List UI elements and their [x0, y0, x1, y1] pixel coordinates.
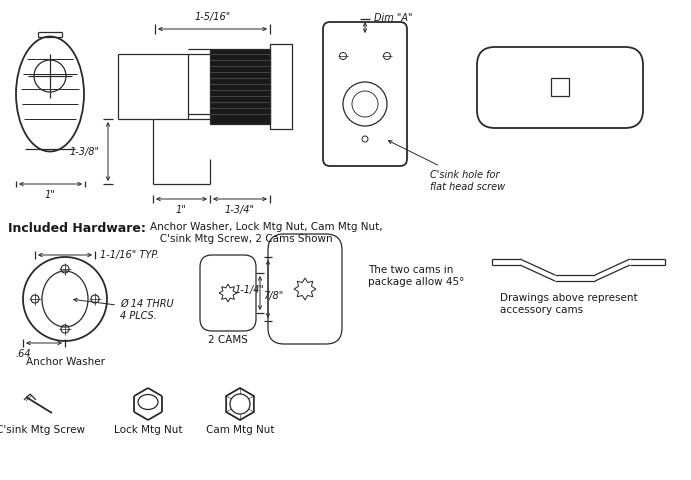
- Text: 1-1/4": 1-1/4": [235, 285, 265, 294]
- Text: Lock Mtg Nut: Lock Mtg Nut: [114, 424, 182, 434]
- Text: Anchor Washer, Lock Mtg Nut, Cam Mtg Nut,
   C'sink Mtg Screw, 2 Cams Shown: Anchor Washer, Lock Mtg Nut, Cam Mtg Nut…: [150, 222, 383, 243]
- Text: .64: .64: [15, 348, 30, 358]
- Text: The two cams in
package allow 45°: The two cams in package allow 45°: [368, 264, 464, 286]
- Text: 7/8": 7/8": [263, 290, 283, 300]
- Bar: [551, 79, 569, 97]
- Bar: [210, 50, 270, 125]
- Text: 1-3/4": 1-3/4": [225, 204, 255, 215]
- Text: C'sink Mtg Screw: C'sink Mtg Screw: [0, 424, 84, 434]
- Text: 1": 1": [45, 190, 55, 200]
- Text: Drawings above represent
accessory cams: Drawings above represent accessory cams: [500, 292, 638, 314]
- Text: 1": 1": [176, 204, 187, 215]
- Text: 1-1/16" TYP.: 1-1/16" TYP.: [100, 250, 159, 260]
- Text: Included Hardware:: Included Hardware:: [8, 222, 146, 235]
- Text: Anchor Washer: Anchor Washer: [26, 356, 104, 366]
- Text: 1-5/16": 1-5/16": [195, 12, 231, 22]
- Text: C'sink hole for
flat head screw: C'sink hole for flat head screw: [388, 142, 505, 191]
- Text: 2 CAMS: 2 CAMS: [208, 334, 248, 344]
- Text: Ø 14 THRU
4 PLCS.: Ø 14 THRU 4 PLCS.: [74, 299, 173, 320]
- Text: Dim "A": Dim "A": [374, 13, 413, 23]
- Text: Cam Mtg Nut: Cam Mtg Nut: [206, 424, 274, 434]
- Bar: [270, 45, 292, 130]
- Text: 1-3/8": 1-3/8": [70, 147, 100, 156]
